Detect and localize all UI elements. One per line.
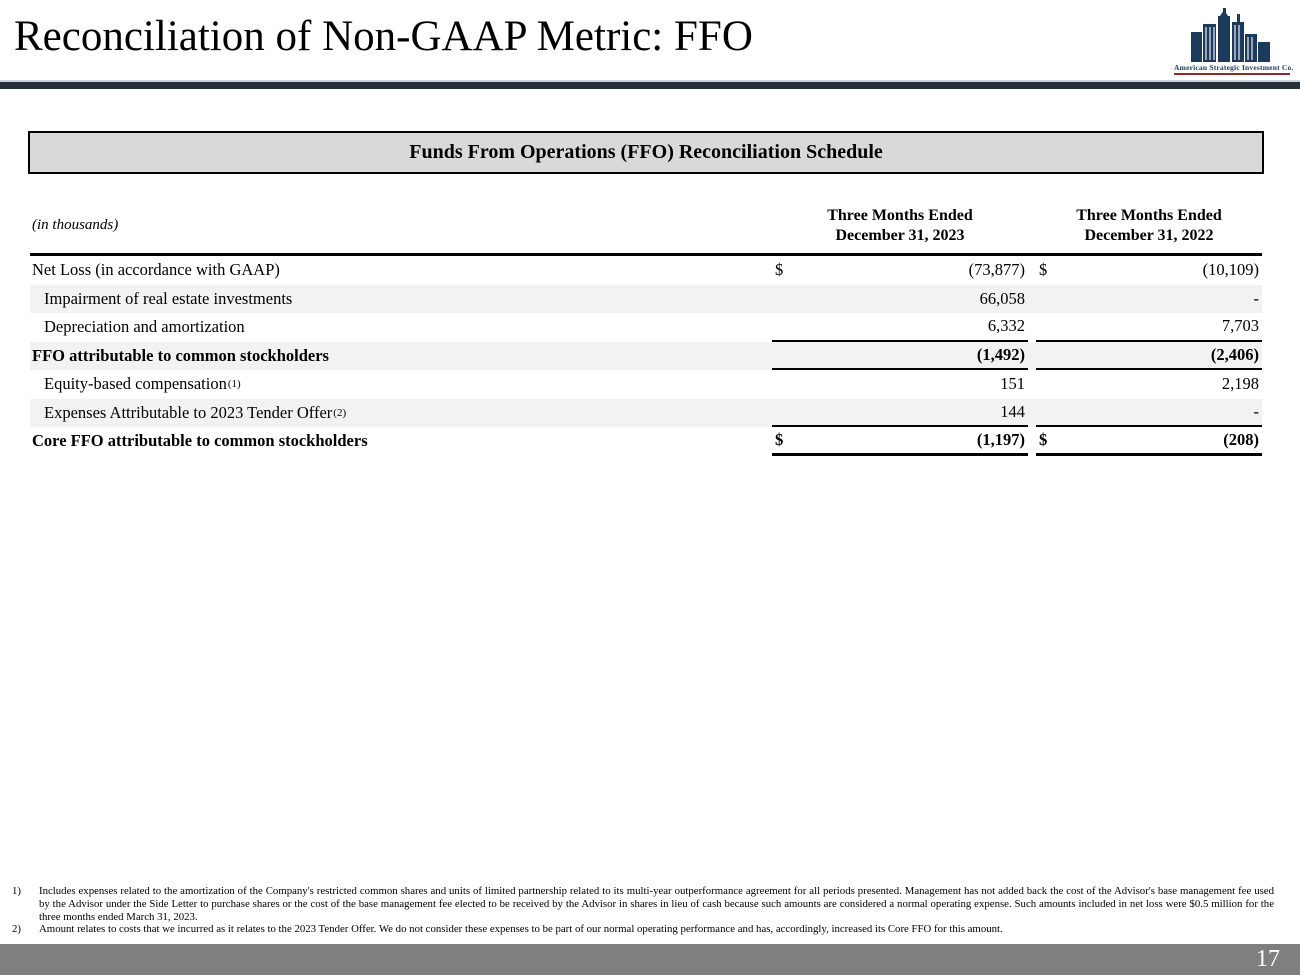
table-banner: Funds From Operations (FFO) Reconciliati… <box>28 131 1264 174</box>
slide-footer-bar: 17 <box>0 944 1300 975</box>
value-2022: (2,406) <box>1036 342 1262 370</box>
column-gap <box>1028 256 1036 285</box>
value-text: 2,198 <box>1221 374 1259 394</box>
value-text: (1,197) <box>976 429 1025 449</box>
column-gap <box>1028 285 1036 314</box>
company-name: American Strategic Investment Co. <box>1174 63 1294 72</box>
footnote-1: 1) Includes expenses related to the amor… <box>12 885 1274 923</box>
footnote-text: Includes expenses related to the amortiz… <box>39 885 1274 923</box>
table-row-tender-offer-expenses: Expenses Attributable to 2023 Tender Off… <box>30 398 1262 428</box>
value-2022: 2,198 <box>1036 370 1262 399</box>
page-number: 17 <box>1256 946 1280 972</box>
value-2023: 144 <box>772 399 1028 427</box>
table-header-row: (in thousands) Three Months Ended Decemb… <box>30 198 1262 256</box>
row-label: Expenses Attributable to 2023 Tender Off… <box>44 402 347 422</box>
table-row-net-loss: Net Loss (in accordance with GAAP) $ (73,… <box>30 256 1262 285</box>
column-header-2022-line1: Three Months Ended <box>1076 206 1222 224</box>
value-2023: 66,058 <box>772 285 1028 314</box>
value-2023: (1,492) <box>772 342 1028 370</box>
currency-symbol: $ <box>775 429 784 449</box>
footnotes: 1) Includes expenses related to the amor… <box>12 885 1274 936</box>
row-label-text: Impairment of real estate investments <box>44 288 293 308</box>
footnote-marker: 1) <box>12 885 21 897</box>
currency-symbol: $ <box>775 260 784 280</box>
column-header-2023: Three Months Ended December 31, 2023 <box>772 206 1028 246</box>
column-gap <box>1028 427 1036 456</box>
value-2022: 7,703 <box>1036 313 1262 342</box>
row-label-text: Equity-based compensation <box>44 374 227 394</box>
page-title: Reconciliation of Non-GAAP Metric: FFO <box>14 13 753 60</box>
row-label: Equity-based compensation (1) <box>44 374 241 394</box>
ffo-reconciliation-table: (in thousands) Three Months Ended Decemb… <box>30 198 1262 456</box>
units-note: (in thousands) <box>32 217 119 233</box>
value-text: 144 <box>1000 401 1025 421</box>
currency-symbol: $ <box>1039 260 1048 280</box>
row-label-text: Depreciation and amortization <box>44 317 245 337</box>
value-text: (1,492) <box>976 344 1025 364</box>
column-header-2023-line1: Three Months Ended <box>827 206 973 224</box>
value-text: 6,332 <box>987 316 1025 336</box>
footnote-2: 2) Amount relates to costs that we incur… <box>12 923 1274 936</box>
row-label-text: Expenses Attributable to 2023 Tender Off… <box>44 402 333 422</box>
row-label: Net Loss (in accordance with GAAP) <box>30 256 772 285</box>
value-2022: - <box>1036 285 1262 314</box>
column-gap <box>1028 399 1036 428</box>
table-row-depreciation: Depreciation and amortization 6,332 7,70… <box>30 313 1262 342</box>
row-label-text: Core FFO attributable to common stockhol… <box>32 431 368 451</box>
column-gap <box>1028 370 1036 399</box>
value-text: 66,058 <box>979 288 1025 308</box>
value-text: - <box>1253 288 1260 308</box>
value-text: (2,406) <box>1210 344 1259 364</box>
value-2022: - <box>1036 399 1262 427</box>
column-header-2022: Three Months Ended December 31, 2022 <box>1036 206 1262 246</box>
value-2023: 6,332 <box>772 313 1028 342</box>
value-2023: $ (1,197) <box>772 427 1028 456</box>
table-row-ffo-subtotal: FFO attributable to common stockholders … <box>30 341 1262 371</box>
column-header-2023-line2: December 31, 2023 <box>835 226 965 244</box>
value-text: 151 <box>1000 374 1025 394</box>
column-gap <box>1028 342 1036 371</box>
company-logo: American Strategic Investment Co. <box>1174 6 1294 75</box>
row-label-text: Net Loss (in accordance with GAAP) <box>32 260 280 280</box>
value-text: (208) <box>1223 429 1259 449</box>
title-divider <box>0 80 1300 89</box>
skyline-icon <box>1191 8 1270 62</box>
row-label: Depreciation and amortization <box>30 313 772 342</box>
value-text: - <box>1253 401 1260 421</box>
value-2022: $ (208) <box>1036 427 1262 456</box>
footnote-text: Amount relates to costs that we incurred… <box>39 923 1003 936</box>
row-label: Core FFO attributable to common stockhol… <box>30 427 772 456</box>
row-label: Impairment of real estate investments <box>30 285 772 314</box>
column-gap <box>1028 313 1036 342</box>
value-2023: 151 <box>772 370 1028 399</box>
row-label-text: FFO attributable to common stockholders <box>32 345 329 365</box>
table-row-core-ffo-total: Core FFO attributable to common stockhol… <box>30 427 1262 456</box>
value-text: (10,109) <box>1202 260 1259 280</box>
value-2022: $ (10,109) <box>1036 256 1262 285</box>
column-header-2022-line2: December 31, 2022 <box>1084 226 1214 244</box>
value-2023: $ (73,877) <box>772 256 1028 285</box>
footnote-marker: 2) <box>12 923 21 936</box>
logo-underline <box>1174 73 1290 75</box>
table-row-equity-compensation: Equity-based compensation (1) 151 2,198 <box>30 370 1262 399</box>
value-text: (73,877) <box>968 260 1025 280</box>
currency-symbol: $ <box>1039 429 1048 449</box>
table-row-impairment: Impairment of real estate investments 66… <box>30 284 1262 314</box>
value-text: 7,703 <box>1221 316 1259 336</box>
row-label: FFO attributable to common stockholders <box>30 342 772 371</box>
